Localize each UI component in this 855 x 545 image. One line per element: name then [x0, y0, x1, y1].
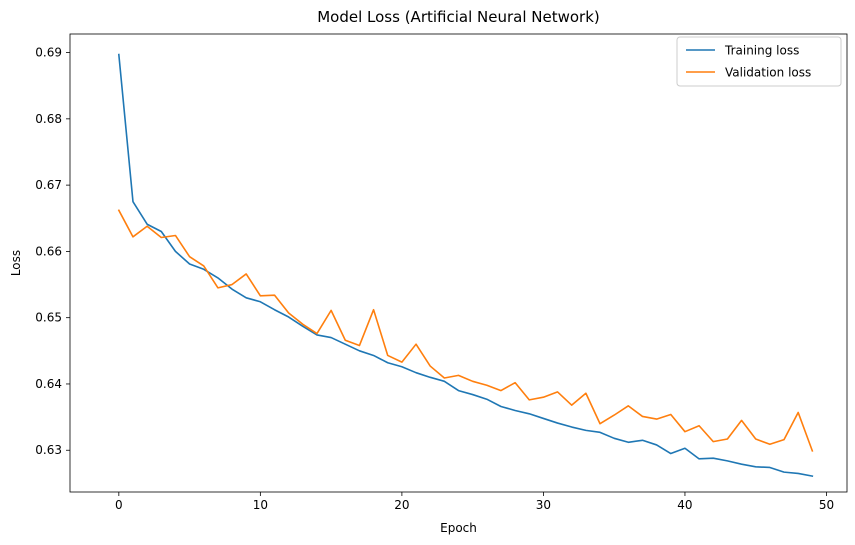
x-axis-label: Epoch — [440, 521, 477, 535]
y-tick-label: 0.67 — [35, 178, 62, 192]
y-tick-label: 0.68 — [35, 112, 62, 126]
chart-title: Model Loss (Artificial Neural Network) — [317, 8, 600, 26]
y-tick-label: 0.63 — [35, 443, 62, 457]
legend: Training loss Validation loss — [676, 36, 842, 87]
legend-box — [676, 36, 842, 87]
plot-area — [70, 34, 847, 492]
y-axis-label: Loss — [9, 250, 23, 276]
x-tick-label: 40 — [677, 498, 692, 512]
x-tick-label: 10 — [253, 498, 268, 512]
series-line-training-loss — [117, 53, 814, 478]
x-tick-label: 0 — [115, 498, 123, 512]
plot-frame — [69, 33, 848, 493]
x-tick-label: 20 — [394, 498, 409, 512]
x-tick-label: 30 — [536, 498, 551, 512]
legend-label: Validation loss — [725, 66, 811, 80]
series-layer — [117, 53, 814, 478]
y-tick-label: 0.66 — [35, 244, 62, 258]
y-tick-label: 0.69 — [35, 46, 62, 60]
y-tick-label: 0.65 — [35, 311, 62, 325]
legend-label: Training loss — [724, 44, 799, 58]
x-tick-label: 50 — [819, 498, 834, 512]
y-tick-label: 0.64 — [35, 377, 62, 391]
x-axis: 0 10 20 30 40 50 — [115, 492, 834, 512]
y-axis: 0.63 0.64 0.65 0.66 0.67 0.68 0.69 — [35, 46, 70, 457]
series-line-validation-loss — [117, 209, 814, 452]
